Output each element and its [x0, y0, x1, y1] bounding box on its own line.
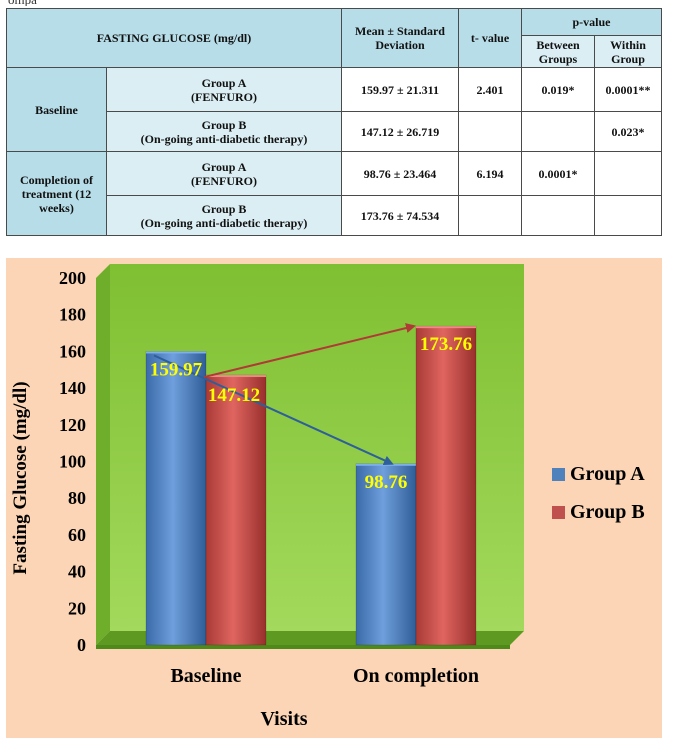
- mean-sd-value: 173.76 ± 74.534: [341, 195, 459, 236]
- group-name: Group A: [201, 75, 247, 90]
- header-between-groups: Between Groups: [521, 35, 595, 68]
- bar-top: [356, 463, 416, 466]
- y-tick-label: 100: [59, 452, 86, 472]
- data-label: 98.76: [365, 472, 408, 493]
- t-value: [458, 111, 522, 152]
- plot-side-wall: [96, 264, 110, 645]
- plot-floor-edge: [96, 645, 510, 649]
- bar-top: [146, 351, 206, 354]
- p-within-value: [594, 195, 662, 236]
- group-cell: Group A (FENFURO): [106, 151, 342, 196]
- group-a-trend-arrow: [153, 354, 394, 466]
- y-axis-label: Fasting Glucose (mg/dl): [10, 381, 31, 574]
- header-mean-sd: Mean ± Standard Deviation: [341, 8, 459, 68]
- header-within-group: Within Group: [594, 35, 662, 68]
- caption-fragment: ompa: [8, 0, 37, 6]
- y-tick-label: 80: [68, 488, 86, 508]
- y-tick-label: 40: [68, 562, 86, 582]
- y-tick-label: 120: [59, 415, 86, 435]
- group-detail: (FENFURO): [191, 173, 257, 188]
- legend-swatch-group-b: [552, 506, 565, 519]
- header-fasting-glucose: FASTING GLUCOSE (mg/dl): [6, 8, 342, 68]
- legend-label: Group B: [570, 501, 645, 523]
- header-p-value: p-value: [521, 8, 662, 36]
- y-tick-label: 160: [59, 341, 86, 361]
- legend-label: Group A: [570, 463, 645, 485]
- bar-group-b: [205, 374, 267, 646]
- group-cell: Group A (FENFURO): [106, 67, 342, 112]
- t-value: 2.401: [458, 67, 522, 112]
- x-tick-label: On completion: [353, 665, 479, 687]
- group-cell: Group B (On-going anti-diabetic therapy): [106, 111, 342, 152]
- group-cell: Group B (On-going anti-diabetic therapy): [106, 195, 342, 236]
- p-between-value: [521, 195, 595, 236]
- y-tick-label: 140: [59, 378, 86, 398]
- group-name: Group B: [201, 201, 247, 216]
- p-between-value: 0.019*: [521, 67, 595, 112]
- p-within-value: 0.023*: [594, 111, 662, 152]
- bar-group-a: [355, 463, 417, 646]
- bar-group-a: [145, 351, 207, 646]
- p-within-value: 0.0001**: [594, 67, 662, 112]
- x-axis-label: Visits: [260, 708, 307, 730]
- glucose-stats-table: FASTING GLUCOSE (mg/dl) Mean ± Standard …: [6, 8, 662, 236]
- bar-top: [206, 375, 266, 378]
- chart-container: 0 20 40 60 80 100 120 140 160 180 200 Baseline On co…: [6, 258, 662, 738]
- group-name: Group A: [201, 159, 247, 174]
- p-between-value: [521, 111, 595, 152]
- header-t-value: t- value: [458, 8, 522, 68]
- p-between-value: 0.0001*: [521, 151, 595, 196]
- bar-top: [416, 326, 476, 329]
- group-detail: (On-going anti-diabetic therapy): [140, 131, 308, 146]
- data-label: 147.12: [208, 385, 260, 406]
- group-detail: (On-going anti-diabetic therapy): [140, 215, 308, 230]
- row-label-completion: Completion of treatment (12 weeks): [6, 151, 107, 236]
- p-within-value: [594, 151, 662, 196]
- t-value: [458, 195, 522, 236]
- group-name: Group B: [201, 117, 247, 132]
- legend-swatch-group-a: [552, 468, 565, 481]
- y-tick-label: 60: [68, 525, 86, 545]
- y-tick-label: 200: [59, 268, 86, 288]
- y-tick-label: 0: [77, 635, 86, 655]
- mean-sd-value: 159.97 ± 21.311: [341, 67, 459, 112]
- bar-group-b: [415, 325, 477, 646]
- group-b-trend-arrow: [203, 323, 416, 379]
- mean-sd-value: 147.12 ± 26.719: [341, 111, 459, 152]
- group-detail: (FENFURO): [191, 89, 257, 104]
- y-tick-label: 20: [68, 598, 86, 618]
- cropped-caption: ompa: [0, 0, 682, 6]
- fasting-glucose-chart: 0 20 40 60 80 100 120 140 160 180 200 Baseline On co…: [6, 258, 662, 738]
- row-label-baseline: Baseline: [6, 67, 107, 152]
- y-tick-label: 180: [59, 305, 86, 325]
- data-label: 173.76: [420, 334, 472, 355]
- data-label: 159.97: [150, 359, 203, 380]
- x-tick-label: Baseline: [170, 665, 241, 687]
- mean-sd-value: 98.76 ± 23.464: [341, 151, 459, 196]
- t-value: 6.194: [458, 151, 522, 196]
